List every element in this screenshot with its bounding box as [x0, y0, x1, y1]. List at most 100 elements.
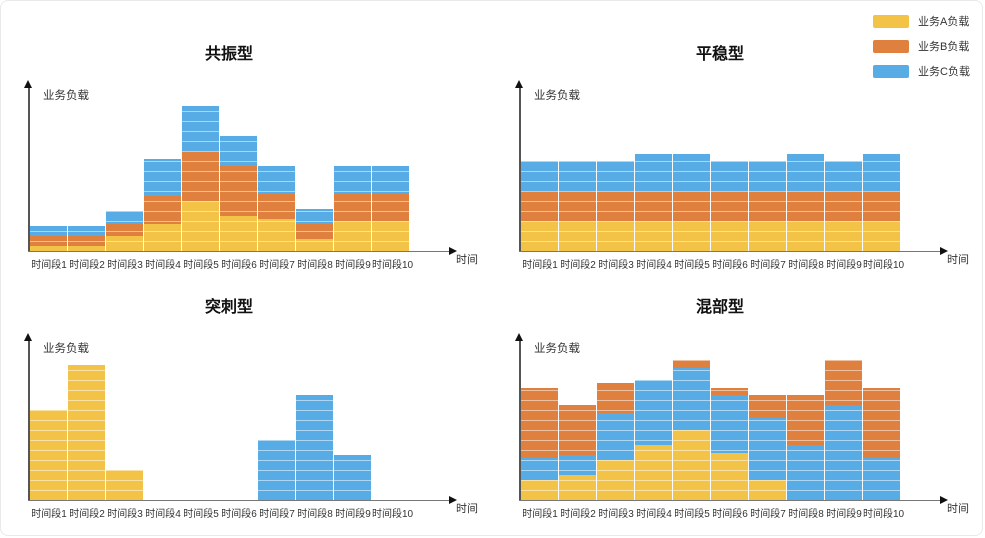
segment-C	[521, 161, 558, 191]
x-tick-label: 时间段6	[221, 509, 257, 520]
x-tick-label: 时间段2	[69, 509, 105, 520]
x-tick-label: 时间段8	[297, 509, 333, 520]
segment-C	[597, 412, 634, 460]
segment-A	[863, 221, 900, 251]
x-axis	[28, 497, 457, 504]
bar-时间段8	[296, 395, 334, 500]
segment-B	[144, 196, 181, 224]
x-axis-label: 时间	[456, 503, 478, 515]
bar-时间段5	[673, 153, 711, 251]
x-tick-label: 时间段4	[145, 509, 181, 520]
bar-时间段10	[863, 387, 901, 500]
segment-A	[182, 201, 219, 251]
segment-C	[296, 395, 333, 500]
x-tick-label: 时间段9	[335, 509, 371, 520]
x-tick-label: 时间段5	[674, 260, 710, 271]
bar-时间段7	[258, 166, 296, 251]
bar-时间段2	[68, 226, 106, 251]
bars	[30, 365, 410, 500]
segment-A	[220, 216, 257, 251]
x-tick-label: 时间段7	[259, 509, 295, 520]
segment-A	[749, 221, 786, 251]
segment-B	[825, 191, 862, 221]
y-axis	[516, 80, 523, 251]
segment-A	[106, 236, 143, 251]
x-tick-labels: 时间段1 时间段2 时间段3 时间段4 时间段5 时间段6 时间段7 时间段8 时间段9 时间段1…	[30, 256, 413, 271]
chart-title: 共振型	[204, 46, 253, 63]
segment-B	[673, 360, 710, 368]
segment-A	[30, 410, 67, 500]
segment-A	[106, 470, 143, 500]
bar-时间段7	[749, 395, 787, 500]
bar-时间段2	[559, 161, 597, 251]
x-tick-label: 时间段5	[183, 260, 219, 271]
chart-resonance: 共振型 业务负载 时间 时间段1 时间段2 时间段3 时间段4 时间段5 时间段6 时间段7…	[13, 43, 478, 271]
segment-C	[144, 158, 181, 196]
segment-C	[673, 153, 710, 191]
segment-B	[334, 193, 371, 221]
x-tick-label: 时间段9	[826, 509, 862, 520]
segment-B	[711, 191, 748, 221]
segment-C	[559, 161, 596, 191]
x-tick-label: 时间段2	[560, 509, 596, 520]
chart-title: 突刺型	[204, 299, 253, 316]
x-tick-label: 时间段3	[107, 260, 143, 271]
bar-时间段7	[749, 161, 787, 251]
segment-C	[30, 226, 67, 236]
bar-时间段4	[144, 158, 182, 251]
segment-B	[521, 191, 558, 221]
segment-B	[787, 191, 824, 221]
segment-B	[597, 382, 634, 413]
chart-stable: 平稳型 业务负载 时间 时间段1 时间段2 时间段3 时间段4 时间段5 时间段6 时间段7…	[504, 43, 969, 271]
segment-A	[711, 452, 748, 500]
plot-area: 业务负载 时间 时间段1 时间段2 时间段3 时间段4 时间段5 时间段6 时间段7 时间段8…	[504, 333, 969, 520]
bar-时间段1	[30, 410, 68, 500]
chart-spike: 突刺型 业务负载 时间 时间段1 时间段2 时间段3 时间段4 时间段5 时间段6 时间段7…	[13, 296, 478, 520]
bar-时间段8	[787, 395, 825, 500]
plot-area: 业务负载 时间 时间段1 时间段2 时间段3 时间段4 时间段5 时间段6 时间段7 时间段8…	[504, 80, 969, 271]
segment-B	[559, 191, 596, 221]
x-tick-label: 时间段7	[750, 509, 786, 520]
legend-label-a: 业务A负载	[918, 16, 970, 28]
legend-swatch-c	[873, 64, 910, 78]
segment-C	[597, 161, 634, 191]
segment-B	[673, 191, 710, 221]
segment-C	[863, 457, 900, 500]
y-axis-label: 业务负载	[534, 90, 580, 102]
x-tick-label: 时间段6	[712, 509, 748, 520]
segment-B	[182, 151, 219, 201]
x-tick-label: 时间段1	[31, 509, 67, 520]
x-tick-label: 时间段5	[183, 509, 219, 520]
bar-时间段10	[863, 153, 901, 251]
y-axis	[516, 333, 523, 500]
bar-时间段9	[825, 161, 863, 251]
bar-时间段3	[106, 211, 144, 251]
segment-A	[521, 480, 558, 500]
x-tick-label: 时间段6	[221, 260, 257, 271]
x-tick-label: 时间段4	[636, 260, 672, 271]
x-tick-label: 时间段9	[335, 260, 371, 271]
x-tick-label: 时间段2	[560, 260, 596, 271]
legend-label-b: 业务B负载	[918, 41, 970, 53]
segment-B	[220, 166, 257, 216]
bar-时间段4	[635, 380, 673, 500]
segment-B	[825, 360, 862, 405]
legend-item-b: 业务B负载	[873, 38, 970, 54]
bar-时间段6	[220, 136, 258, 251]
segment-B	[597, 191, 634, 221]
segment-A	[597, 221, 634, 251]
y-axis-label: 业务负载	[534, 343, 580, 355]
x-tick-label: 时间段7	[259, 260, 295, 271]
legend-swatch-a	[873, 14, 910, 28]
x-axis-label: 时间	[947, 503, 969, 515]
segment-A	[68, 246, 105, 251]
y-axis-label: 业务负载	[43, 90, 89, 102]
segment-A	[258, 218, 295, 251]
bar-时间段2	[559, 405, 597, 500]
x-tick-label: 时间段3	[598, 260, 634, 271]
x-tick-label: 时间段10	[863, 509, 905, 520]
x-tick-label: 时间段7	[750, 260, 786, 271]
segment-A	[673, 430, 710, 500]
segment-C	[787, 153, 824, 191]
segment-C	[635, 380, 672, 445]
